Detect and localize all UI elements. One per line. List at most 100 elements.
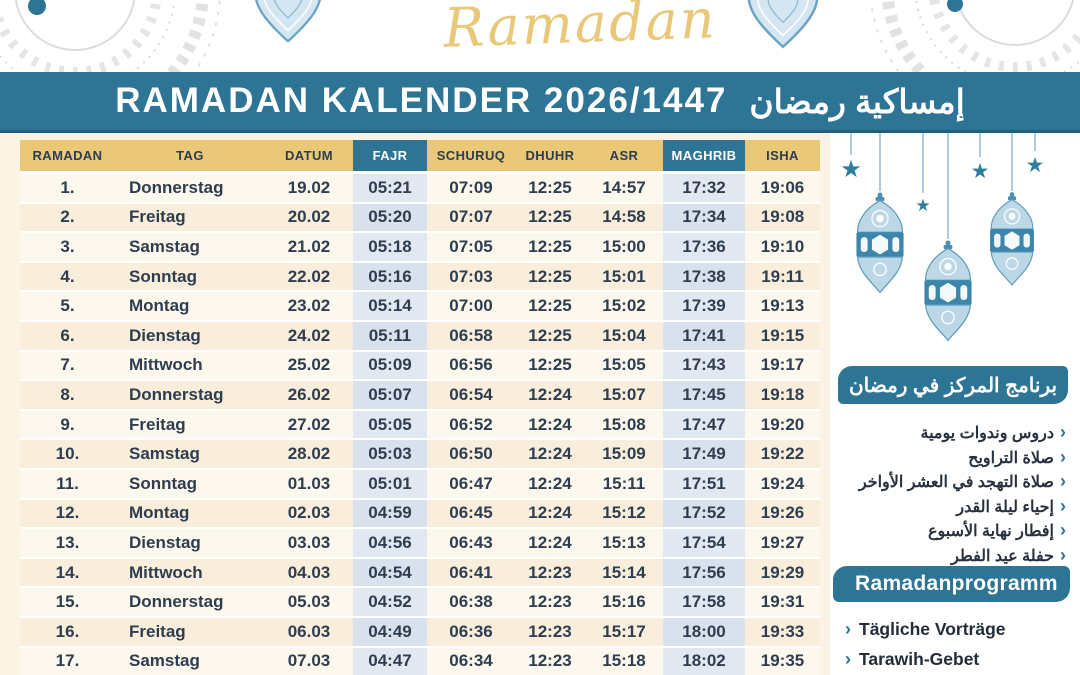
list-item-label: حفلة عيد الفطر: [951, 547, 1054, 565]
table-cell: Mittwoch: [115, 558, 265, 587]
table-cell: 22.02: [265, 262, 353, 291]
table-cell: 12:25: [515, 203, 585, 232]
table-cell: 17.: [20, 647, 115, 675]
table-cell: 12:23: [515, 617, 585, 646]
table-cell: Sonntag: [115, 262, 265, 291]
table-row: 1. Donnerstag 19.02 05:21 07:09 12:25 14:57 17:…: [20, 174, 820, 204]
table-cell: 19:33: [745, 617, 820, 646]
table-cell: 17:58: [663, 588, 745, 616]
table-cell: 12.: [20, 499, 115, 528]
table-cell: 07:09: [427, 174, 515, 202]
table-cell: 16.: [20, 617, 115, 646]
sidebar: ★ ★ ★ ★ برنامج المركز في رمضان ‹ دروس وند…: [830, 133, 1080, 675]
table-cell: 06:41: [427, 558, 515, 587]
table-cell: 05:07: [353, 381, 427, 409]
lanterns-decoration: ★ ★ ★ ★: [840, 133, 1044, 341]
table-cell: 17:38: [663, 262, 745, 291]
chevron-icon: ‹: [1060, 544, 1066, 565]
column-header-schuruq: SCHURUQ: [427, 140, 515, 171]
table-cell: 04:49: [353, 617, 427, 646]
table-cell: 5.: [20, 292, 115, 320]
table-cell: 06:43: [427, 529, 515, 557]
column-header-maghrib: MAGHRIB: [663, 140, 745, 171]
table-cell: 05.03: [265, 588, 353, 616]
list-item-german: › Tarawih-Gebet: [845, 644, 1006, 674]
table-cell: Mittwoch: [115, 351, 265, 380]
table-cell: 19:08: [745, 203, 820, 232]
table-cell: 01.03: [265, 469, 353, 498]
table-cell: 05:09: [353, 351, 427, 380]
table-cell: 06:47: [427, 469, 515, 498]
table-cell: 06:45: [427, 499, 515, 528]
list-item-label: إحياء ليلة القدر: [956, 498, 1054, 516]
table-cell: 06:56: [427, 351, 515, 380]
table-row: 4. Sonntag 22.02 05:16 07:03 12:25 15:01 17:38 1…: [20, 262, 820, 293]
table-cell: 06.03: [265, 617, 353, 646]
list-item-label: دروس وندوات يومية: [920, 425, 1054, 442]
table-cell: 19.02: [265, 174, 353, 202]
table-row: 8. Donnerstag 26.02 05:07 06:54 12:24 15:07 17:…: [20, 381, 820, 411]
table-cell: 05:14: [353, 292, 427, 320]
table-cell: 19:31: [745, 588, 820, 616]
table-header-row: RAMADAN TAG DATUM FAJR SCHURUQ DHUHR ASR MAGHRI…: [20, 140, 820, 174]
column-header-isha: ISHA: [745, 140, 820, 171]
list-item-arabic: ‹ صلاة التهجد في العشر الأواخر: [830, 470, 1066, 495]
list-item-label: صلاة التراويح: [968, 449, 1054, 467]
table-row: 16. Freitag 06.03 04:49 06:36 12:23 15:17 18:00…: [20, 617, 820, 648]
table-cell: 4.: [20, 262, 115, 291]
table-body: 1. Donnerstag 19.02 05:21 07:09 12:25 14:57 17:…: [20, 174, 820, 675]
table-cell: Samstag: [115, 647, 265, 675]
table-row: 6. Dienstag 24.02 05:11 06:58 12:25 15:04 17:41…: [20, 321, 820, 352]
prayer-times-table: RAMADAN TAG DATUM FAJR SCHURUQ DHUHR ASR MAGHRI…: [20, 140, 820, 675]
table-cell: 1.: [20, 174, 115, 202]
table-row: 5. Montag 23.02 05:14 07:00 12:25 15:02 17:39 19…: [20, 292, 820, 322]
table-cell: 19:26: [745, 499, 820, 528]
heart-ornament-icon: [747, 0, 819, 49]
table-cell: 07:00: [427, 292, 515, 320]
table-cell: 12:23: [515, 558, 585, 587]
table-cell: 12:23: [515, 647, 585, 675]
chevron-icon: ›: [845, 619, 851, 639]
table-cell: 04:59: [353, 499, 427, 528]
table-cell: 19:24: [745, 469, 820, 498]
table-cell: 15:12: [585, 499, 663, 528]
title-banner: RAMADAN KALENDER 2026/1447 إمساكية رمضان: [0, 72, 1080, 133]
table-cell: 06:58: [427, 321, 515, 350]
table-cell: 11.: [20, 469, 115, 498]
table-cell: 06:38: [427, 588, 515, 616]
table-cell: 26.02: [265, 381, 353, 409]
table-cell: 06:54: [427, 381, 515, 409]
table-cell: 05:11: [353, 321, 427, 350]
column-header-asr: ASR: [585, 140, 663, 171]
table-cell: Freitag: [115, 617, 265, 646]
ramadan-script-title: Ramadan: [442, 0, 718, 60]
table-cell: 12:23: [515, 588, 585, 616]
table-cell: 17:47: [663, 410, 745, 439]
table-cell: 2.: [20, 203, 115, 232]
table-cell: 12:24: [515, 381, 585, 409]
table-cell: 3.: [20, 233, 115, 261]
list-item-arabic: ‹ حفلة عيد الفطر: [830, 544, 1066, 569]
table-cell: 17:43: [663, 351, 745, 380]
table-cell: 12:24: [515, 469, 585, 498]
list-item-label: صلاة التهجد في العشر الأواخر: [858, 474, 1054, 491]
table-cell: 15:16: [585, 588, 663, 616]
table-row: 17. Samstag 07.03 04:47 06:34 12:23 15:18 18:02…: [20, 647, 820, 675]
list-item-label: إفطار نهاية الأسبوع: [927, 523, 1054, 540]
table-cell: 12:25: [515, 262, 585, 291]
table-cell: 07.03: [265, 647, 353, 675]
table-cell: 17:39: [663, 292, 745, 320]
svg-text:★: ★: [971, 160, 990, 183]
lantern-icon: [923, 239, 973, 341]
table-cell: 15:07: [585, 381, 663, 409]
list-item-arabic: ‹ إحياء ليلة القدر: [830, 495, 1066, 520]
table-row: 9. Freitag 27.02 05:05 06:52 12:24 15:08 17:47 1…: [20, 410, 820, 441]
table-cell: 07:05: [427, 233, 515, 261]
table-cell: Dienstag: [115, 529, 265, 557]
table-cell: 12:25: [515, 351, 585, 380]
table-cell: 17:52: [663, 499, 745, 528]
table-row: 15. Donnerstag 05.03 04:52 06:38 12:23 15:16 17…: [20, 588, 820, 618]
list-item-label: Tägliche Vorträge: [859, 619, 1006, 639]
table-cell: 19:13: [745, 292, 820, 320]
list-item-german: › Tägliche Vorträge: [845, 614, 1006, 644]
